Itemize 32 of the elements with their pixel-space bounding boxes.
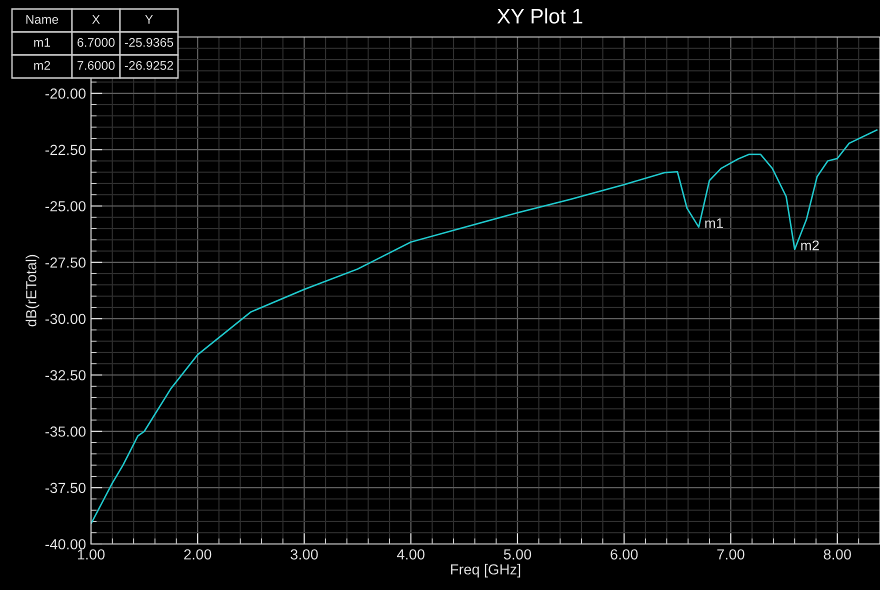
text: Y: [145, 15, 153, 24]
line-series: [91, 129, 878, 524]
x-tick-label: 8.00: [824, 549, 851, 560]
y-tick-label: -40.00: [45, 539, 86, 550]
y-axis-title: dB(rETotal): [26, 254, 40, 326]
text: X: [92, 15, 100, 24]
x-tick-label: 7.00: [717, 549, 744, 560]
annotation: m2: [801, 240, 819, 250]
annotation: -25.9365: [124, 38, 174, 47]
x-tick-label: 3.00: [290, 549, 318, 560]
text: m1: [34, 38, 50, 47]
y-tick-label: -30.00: [45, 314, 86, 324]
annotation: 7.6000: [78, 61, 115, 70]
x-tick-label: 6.00: [610, 549, 638, 560]
y-tick-label: -27.50: [45, 257, 86, 268]
y-tick-label: -35.00: [45, 426, 86, 437]
annotation: m1: [705, 218, 723, 228]
y-tick-label: -20.00: [45, 88, 86, 99]
chart-title: XY Plot 1: [497, 8, 582, 24]
y-tick-label: -25.00: [45, 201, 86, 212]
y-tick-label: -22.50: [45, 144, 86, 156]
annotation: 6.7000: [78, 38, 115, 47]
text: Name: [26, 15, 58, 24]
text: m2: [34, 61, 50, 70]
x-tick-label: 1.00: [78, 549, 105, 560]
x-tick-label: 2.00: [184, 549, 212, 560]
x-tick-label: 4.00: [397, 549, 424, 560]
x-axis-title: Freq [GHz]: [451, 564, 520, 578]
y-tick-label: -32.50: [45, 370, 86, 380]
x-tick-label: 5.00: [504, 549, 532, 560]
y-tick-label: -37.50: [45, 482, 86, 494]
annotation: -26.9252: [124, 61, 174, 70]
